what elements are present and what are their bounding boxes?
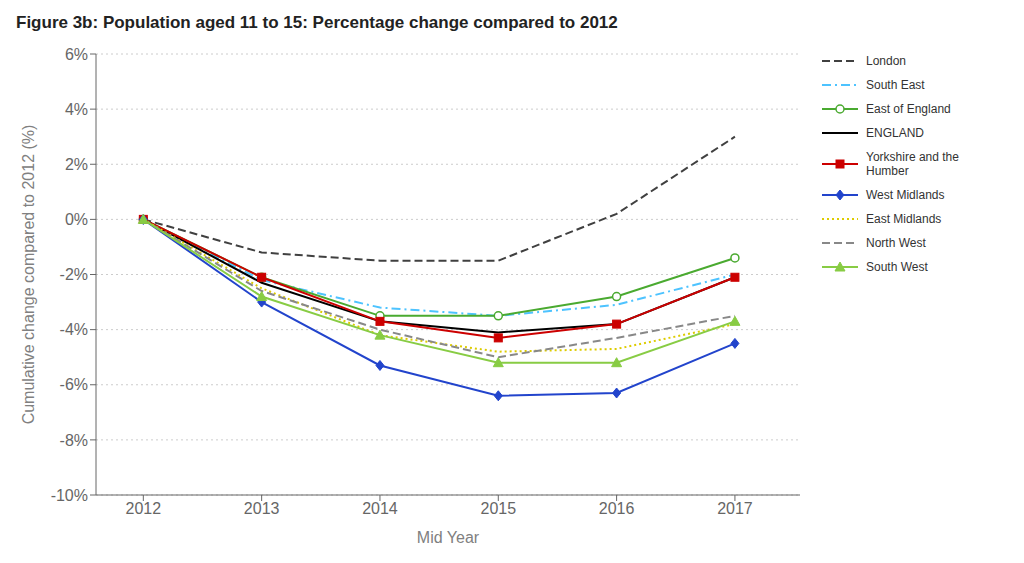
svg-text:4%: 4%	[65, 101, 88, 118]
svg-text:-8%: -8%	[60, 432, 88, 449]
svg-text:2014: 2014	[362, 500, 398, 517]
svg-text:2012: 2012	[126, 500, 162, 517]
html-text:South West: South West	[866, 260, 928, 274]
svg-text:-2%: -2%	[60, 266, 88, 283]
html-text:East of England: East of England	[866, 102, 951, 116]
html-text:North West: North West	[866, 236, 926, 250]
svg-text:2013: 2013	[244, 500, 280, 517]
html-text:London: London	[866, 54, 906, 68]
svg-text:0%: 0%	[65, 211, 88, 228]
svg-text:Mid Year: Mid Year	[417, 529, 480, 546]
html-text:West Midlands: West Midlands	[866, 188, 945, 202]
html-text:South East: South East	[866, 78, 925, 92]
svg-text:2016: 2016	[599, 500, 635, 517]
html-text:Yorkshire and the: Yorkshire and the	[866, 150, 959, 164]
html-text:Humber: Humber	[866, 164, 909, 178]
html-text:Figure 3b: Population aged 11: Figure 3b: Population aged 11 to 15: Per…	[16, 13, 618, 32]
svg-text:-4%: -4%	[60, 321, 88, 338]
svg-text:2015: 2015	[480, 500, 516, 517]
svg-text:Cumulative change compared to: Cumulative change compared to 2012 (%)	[20, 125, 37, 425]
html-text:ENGLAND: ENGLAND	[866, 126, 924, 140]
svg-text:2%: 2%	[65, 156, 88, 173]
svg-text:-6%: -6%	[60, 376, 88, 393]
html-text:East Midlands: East Midlands	[866, 212, 942, 226]
svg-text:2017: 2017	[717, 500, 753, 517]
svg-text:6%: 6%	[65, 46, 88, 63]
svg-text:-10%: -10%	[51, 487, 88, 504]
